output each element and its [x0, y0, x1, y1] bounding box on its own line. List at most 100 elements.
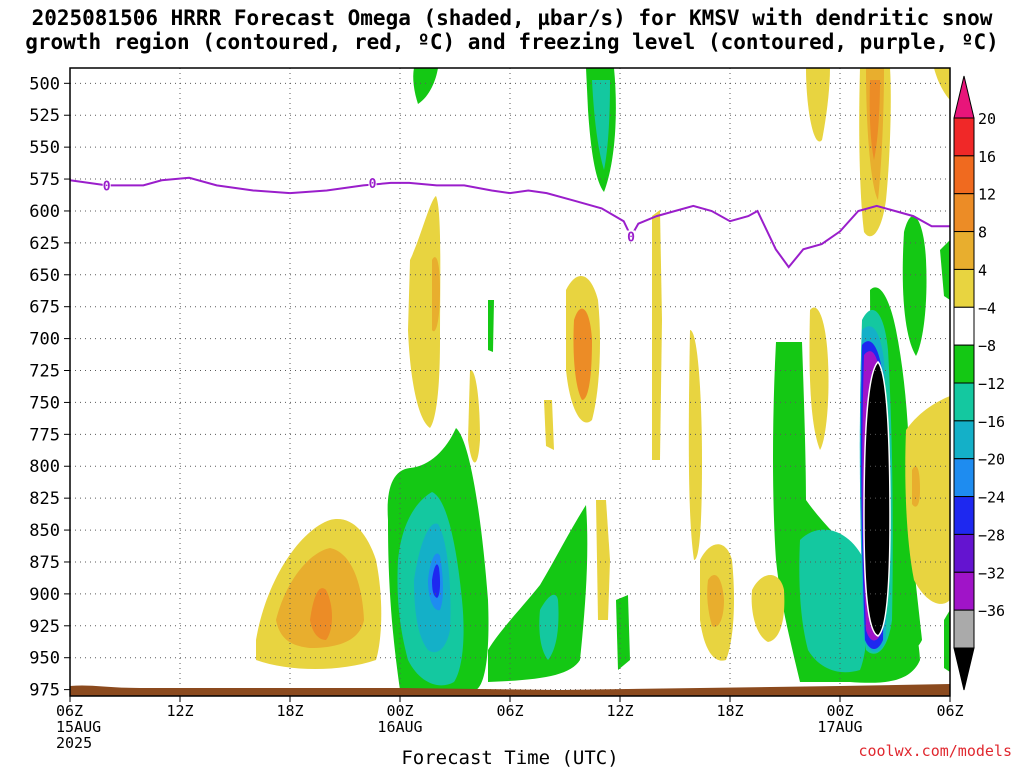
omega-region-yellow-o: [905, 396, 950, 604]
x-tick-label: 12Z: [606, 702, 633, 720]
omega-region-yellow-l: [809, 307, 829, 450]
x-tick-label: 06Z: [56, 702, 83, 720]
ground-surface: [70, 684, 950, 696]
colorbar-box: [953, 117, 975, 157]
freezing-label-bg: [627, 230, 635, 243]
omega-region-teal-b: [539, 594, 559, 660]
colorbar-box: [953, 155, 975, 195]
x-tick-label: 15AUG: [56, 718, 101, 736]
y-tick-label: 925: [29, 617, 60, 637]
omega-region-green-f: [488, 300, 494, 352]
colorbar-label: −20: [978, 451, 1005, 469]
x-tick-label: 00Z: [826, 702, 853, 720]
colorbar-box: [953, 268, 975, 308]
y-axis: 500 525 550 575 600 625 650 675 700 725 750 775 800 8…: [29, 74, 70, 701]
colorbar-label: −36: [978, 602, 1005, 620]
freezing-level-label: 0: [103, 179, 111, 194]
colorbar: 20 16 12 8 4 −4 −8 −12 −16 −20 −24 −28 −32 −36: [953, 75, 1005, 691]
y-tick-label: 800: [29, 457, 60, 477]
omega-region-gold-b: [432, 257, 440, 332]
y-tick-label: 950: [29, 649, 60, 669]
y-tick-label: 900: [29, 585, 60, 605]
colorbar-label: −24: [978, 489, 1005, 507]
y-tick-label: 875: [29, 553, 60, 573]
y-tick-label: 725: [29, 362, 60, 382]
y-tick-label: 825: [29, 489, 60, 509]
y-tick-label: 600: [29, 202, 60, 222]
omega-region-blue2-a: [432, 564, 441, 598]
colorbar-bottom-arrow: [953, 647, 975, 691]
omega-region-green-j: [940, 240, 950, 300]
colorbar-label: −28: [978, 526, 1005, 544]
source-credit: coolwx.com/models: [858, 742, 1012, 760]
x-tick-label: 18Z: [716, 702, 743, 720]
freezing-level-label: 0: [627, 230, 635, 245]
colorbar-box: [953, 458, 975, 498]
omega-region-yellow-g: [596, 500, 610, 620]
omega-shading: [256, 68, 950, 690]
y-tick-label: 625: [29, 234, 60, 254]
colorbar-label: 20: [978, 110, 996, 128]
x-tick-label: 17AUG: [817, 718, 862, 736]
omega-region-orange-m: [869, 80, 880, 160]
colorbar-box: [953, 193, 975, 233]
y-tick-label: 975: [29, 681, 60, 701]
y-tick-label: 775: [29, 425, 60, 445]
omega-region-green-k: [944, 610, 950, 672]
x-axis-title: Forecast Time (UTC): [401, 747, 618, 768]
colorbar-box: [953, 344, 975, 384]
omega-region-yellow-c: [468, 369, 480, 463]
omega-region-yellow-n: [934, 68, 950, 100]
colorbar-label: 12: [978, 186, 996, 204]
colorbar-top-arrow: [953, 75, 975, 119]
x-tick-label: 06Z: [496, 702, 523, 720]
omega-region-green-b: [488, 505, 588, 682]
y-tick-label: 500: [29, 74, 60, 94]
omega-region-teal-g: [799, 529, 868, 673]
omega-region-yellow-j: [751, 575, 785, 642]
x-tick-label: 18Z: [276, 702, 303, 720]
colorbar-box: [953, 609, 975, 649]
omega-region-yellow-h: [688, 330, 702, 560]
omega-region-yellow-k: [806, 68, 830, 142]
colorbar-box: [953, 382, 975, 422]
omega-region-orange-a: [310, 588, 332, 640]
colorbar-label: −4: [978, 299, 996, 317]
omega-region-green-i: [902, 216, 927, 356]
chart-title: 2025081506 HRRR Forecast Omega (shaded, …: [0, 6, 1024, 54]
omega-region-gold-d: [573, 308, 592, 400]
title-line-2: growth region (contoured, red, ºC) and f…: [25, 30, 999, 54]
freezing-level-label: 0: [369, 177, 377, 192]
freezing-level-line: [69, 176, 950, 269]
x-tick-label: 00Z: [386, 702, 413, 720]
freezing-label-bg: [102, 179, 111, 192]
colorbar-box: [953, 533, 975, 573]
colorbar-label: 4: [978, 261, 987, 279]
colorbar-box: [953, 496, 975, 535]
omega-region-green-c: [616, 595, 630, 670]
colorbar-label: −32: [978, 564, 1005, 582]
x-tick-label: 06Z: [936, 702, 963, 720]
y-tick-label: 750: [29, 393, 60, 413]
y-tick-label: 650: [29, 266, 60, 286]
omega-region-yellow-f: [652, 210, 662, 460]
y-tick-label: 850: [29, 521, 60, 541]
colorbar-label: −8: [978, 337, 996, 355]
x-tick-label: 12Z: [166, 702, 193, 720]
colorbar-label: −16: [978, 413, 1005, 431]
colorbar-box: [953, 231, 975, 270]
title-line-1: 2025081506 HRRR Forecast Omega (shaded, …: [31, 6, 993, 30]
colorbar-box: [953, 306, 975, 346]
colorbar-box: [953, 420, 975, 460]
freezing-level-contour: 0 0 0: [69, 176, 950, 269]
omega-region-black-h: [863, 360, 891, 637]
y-tick-label: 700: [29, 330, 60, 350]
x-tick-label: 2025: [56, 734, 92, 752]
colorbar-box: [953, 571, 975, 611]
y-tick-label: 575: [29, 170, 60, 190]
colorbar-label: 8: [978, 224, 987, 242]
omega-region-yellow-e: [544, 400, 554, 450]
colorbar-label: −12: [978, 375, 1005, 393]
